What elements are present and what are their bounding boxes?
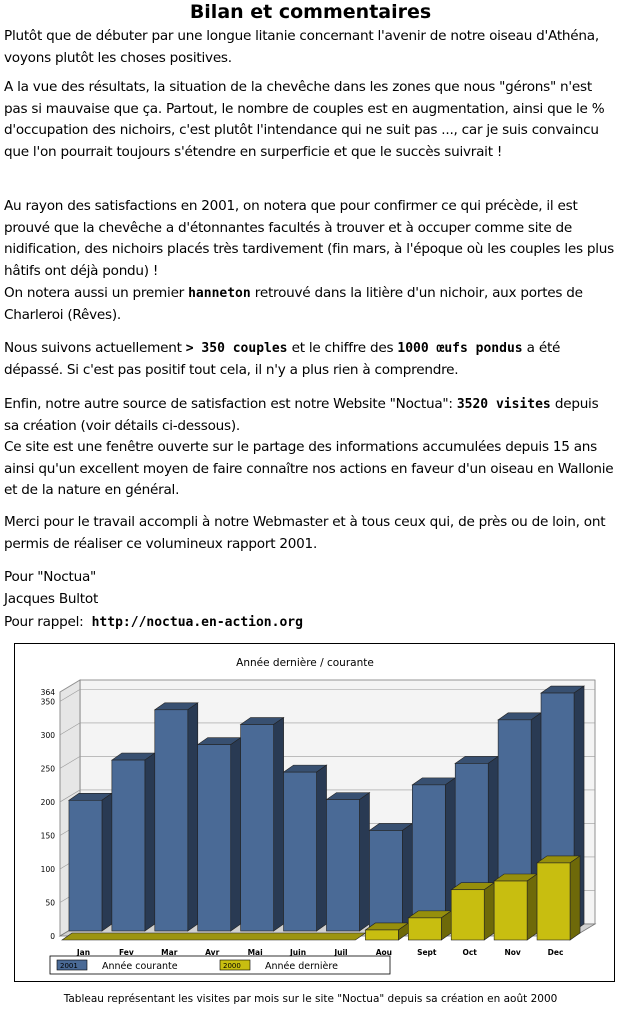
bar-current-year bbox=[240, 724, 274, 932]
x-tick-label: Avr bbox=[205, 948, 219, 957]
bar-current-year-side bbox=[273, 716, 284, 932]
hanneton-paragraph: On notera aussi un premier hanneton retr… bbox=[4, 285, 583, 323]
signature-name: Jacques Bultot bbox=[4, 591, 99, 607]
bar-current-year-side bbox=[402, 822, 413, 932]
bar-current-year bbox=[283, 771, 317, 932]
bar-current-year-side bbox=[230, 737, 242, 932]
couples-highlight: > 350 couples bbox=[185, 341, 288, 356]
visits-highlight: 3520 visites bbox=[456, 397, 551, 412]
x-tick-label: Juil bbox=[333, 948, 347, 957]
bar-current-year-side bbox=[101, 792, 113, 932]
x-tick-label: Sept bbox=[417, 948, 437, 957]
y-tick-label: 100 bbox=[41, 865, 56, 874]
intro-paragraph: Plutôt que de débuter par une longue lit… bbox=[4, 28, 599, 66]
bar-previous-year bbox=[493, 880, 528, 941]
bar-current-year bbox=[154, 709, 189, 932]
gridline bbox=[59, 679, 81, 693]
chart-title: Année dernière / courante bbox=[236, 657, 374, 669]
y-tick-label: 150 bbox=[41, 831, 56, 840]
x-tick-label: Nov bbox=[504, 948, 520, 957]
legend-code: 2001 bbox=[60, 962, 78, 970]
y-tick-label: 50 bbox=[45, 898, 55, 907]
page-title: Bilan et commentaires bbox=[189, 1, 432, 23]
x-tick-label: Mar bbox=[161, 948, 178, 957]
bar-previous-year-side bbox=[526, 873, 538, 941]
y-tick-label: 200 bbox=[41, 798, 56, 807]
bar-current-year bbox=[111, 759, 146, 932]
hanneton-highlight: hanneton bbox=[188, 286, 251, 301]
bar-current-year bbox=[68, 799, 103, 932]
thanks-paragraph: Merci pour le travail accompli à notre W… bbox=[4, 514, 606, 552]
visits-chart: Année dernière / courante 0 50 100 150 200 250… bbox=[14, 643, 615, 982]
website-paragraph: Enfin, notre autre source de satisfactio… bbox=[4, 396, 599, 434]
bar-previous-year bbox=[365, 929, 399, 941]
bar-current-year-side bbox=[144, 752, 156, 932]
legend-code: 2000 bbox=[223, 962, 241, 970]
bar-current-year bbox=[369, 830, 403, 932]
bar-current-year-side bbox=[187, 702, 199, 932]
bar-previous-year bbox=[450, 889, 485, 941]
x-tick-label: Fev bbox=[119, 948, 134, 957]
bar-previous-year bbox=[536, 862, 571, 941]
bar-current-year bbox=[326, 799, 360, 932]
gridline bbox=[59, 756, 81, 769]
y-tick-label: 364 bbox=[41, 688, 56, 697]
x-tick-label: Jan bbox=[76, 948, 90, 957]
bar-current-year bbox=[197, 744, 232, 932]
reminder-line: Pour rappel: http://noctua.en-action.org bbox=[4, 614, 303, 630]
couples-paragraph: Nous suivons actuellement > 350 couples … bbox=[4, 340, 561, 378]
y-tick-label: 350 bbox=[41, 697, 56, 706]
bar-previous-year-side bbox=[483, 882, 495, 941]
chart-caption: Tableau représentant les visites par moi… bbox=[63, 993, 558, 1005]
x-tick-label: Oct bbox=[462, 948, 477, 957]
eggs-highlight: 1000 œufs pondus bbox=[397, 341, 523, 356]
bar-previous-year-side bbox=[569, 855, 581, 941]
y-tick-label: 250 bbox=[41, 764, 56, 773]
x-tick-label: Juin bbox=[289, 948, 306, 957]
legend-label: Année courante bbox=[102, 961, 178, 972]
bar-current-year-side bbox=[316, 764, 327, 932]
signature-line-1: Pour "Noctua" bbox=[4, 569, 97, 585]
bar-current-year-side bbox=[359, 792, 370, 932]
satisfactions-paragraph: Au rayon des satisfactions en 2001, on n… bbox=[4, 198, 614, 279]
results-paragraph: A la vue des résultats, la situation de … bbox=[4, 79, 605, 160]
site-description-paragraph: Ce site est une fenêtre ouverte sur le p… bbox=[4, 439, 614, 499]
x-tick-label: Dec bbox=[548, 948, 564, 957]
gridline bbox=[59, 789, 81, 803]
y-tick-label: 300 bbox=[41, 731, 56, 740]
visits-chart-svg: Année dernière / courante 0 50 100 150 200 250… bbox=[41, 657, 597, 975]
y-tick-label: 0 bbox=[50, 932, 55, 941]
x-tick-label: Aou bbox=[376, 948, 392, 957]
gridline bbox=[59, 722, 81, 736]
website-url-link[interactable]: http://noctua.en-action.org bbox=[91, 615, 303, 630]
bar-previous-year bbox=[407, 917, 442, 941]
legend-swatch bbox=[56, 959, 88, 971]
legend-label: Année dernière bbox=[265, 961, 338, 972]
gridline bbox=[59, 689, 81, 702]
legend-swatch bbox=[219, 959, 251, 971]
bar-current-year bbox=[411, 784, 446, 932]
bar-previous-year-empty bbox=[61, 932, 367, 941]
x-tick-label: Mai bbox=[248, 948, 263, 957]
